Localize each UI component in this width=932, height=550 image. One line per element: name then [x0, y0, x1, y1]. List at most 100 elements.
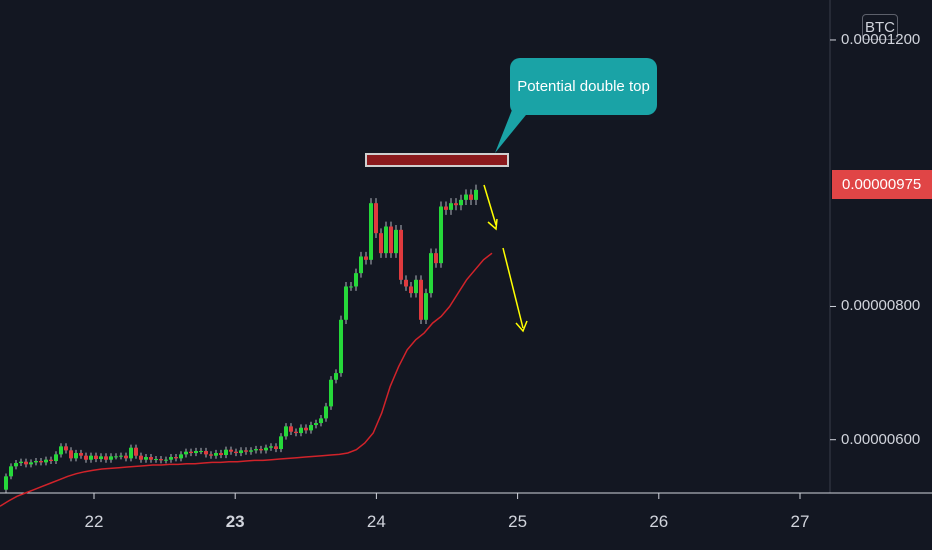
candle-down [409, 286, 413, 294]
candle-down [304, 427, 308, 431]
candle-up [74, 453, 78, 459]
candle-up [314, 423, 318, 426]
candle-up [424, 293, 428, 320]
candle-up [199, 451, 203, 453]
candle-up [249, 450, 253, 452]
arrow-1-shaft [483, 184, 497, 226]
candle-up [29, 462, 33, 465]
candle-down [274, 446, 278, 450]
candle-up [129, 447, 133, 459]
candle-up [89, 455, 93, 460]
candle-up [284, 426, 288, 437]
candle-up [14, 463, 18, 467]
candle-down [204, 451, 208, 455]
candle-up [194, 451, 198, 454]
candle-down [159, 459, 163, 461]
candle-down [454, 203, 458, 206]
candle-down [259, 449, 263, 451]
candle-down [24, 461, 28, 465]
candle-down [244, 450, 248, 452]
candle-up [44, 459, 48, 463]
candle-up [154, 459, 158, 461]
candle-up [309, 425, 313, 431]
arrow-1-head [487, 218, 498, 231]
candle-up [254, 449, 258, 451]
double-top-zone[interactable] [365, 153, 509, 167]
candle-down [149, 457, 153, 460]
candle-down [104, 456, 108, 460]
candle-up [414, 279, 418, 294]
candle-up [279, 436, 283, 450]
candle-down [134, 447, 138, 456]
x-tick-label: 27 [790, 512, 810, 531]
candle-up [439, 206, 443, 264]
candle-up [239, 450, 243, 454]
arrow-2-head [515, 320, 528, 333]
candle-down [219, 453, 223, 456]
candle-up [184, 451, 188, 455]
x-tick-label: 26 [649, 512, 669, 531]
y-tick-label: 0.00000600 [841, 430, 921, 448]
candle-down [124, 455, 128, 459]
candle-up [4, 476, 8, 490]
candle-down [139, 455, 143, 460]
candle-down [289, 426, 293, 432]
candle-up [34, 461, 38, 463]
candle-down [389, 226, 393, 254]
candle-down [49, 459, 53, 462]
candle-down [364, 256, 368, 260]
candle-up [164, 459, 168, 461]
candle-up [54, 454, 58, 462]
candle-up [344, 286, 348, 320]
x-tick-label: 23 [225, 512, 245, 531]
candle-up [169, 457, 173, 460]
candle-up [319, 418, 323, 424]
candle-up [144, 457, 148, 460]
candle-up [329, 379, 333, 407]
candle-up [459, 199, 463, 206]
candle-up [384, 226, 388, 254]
x-tick-label: 22 [84, 512, 104, 531]
candle-up [224, 449, 228, 456]
y-tick-label: 0.00000800 [841, 297, 921, 315]
candle-down [419, 279, 423, 320]
candle-up [264, 447, 268, 451]
candle-up [394, 229, 398, 254]
candle-up [19, 461, 23, 464]
annotation-callout[interactable]: Potential double top [510, 58, 657, 115]
x-axis-ticks [93, 493, 801, 499]
candle-up [334, 373, 338, 380]
candle-up [429, 253, 433, 294]
candle-up [449, 203, 453, 210]
candle-up [179, 454, 183, 459]
candle-up [354, 273, 358, 287]
candle-up [324, 406, 328, 419]
candle-down [94, 455, 98, 460]
x-tick-label: 25 [508, 512, 528, 531]
candle-down [294, 431, 298, 434]
x-tick-label: 24 [366, 512, 386, 531]
candle-down [444, 206, 448, 210]
candle-down [189, 451, 193, 454]
candle-up [114, 456, 118, 458]
candle-up [349, 286, 353, 288]
candle-down [64, 446, 68, 451]
y-tick-label: 0.00001200 [841, 30, 921, 48]
candle-up [299, 427, 303, 434]
callout-pointer [495, 110, 530, 153]
candle-up [119, 455, 123, 457]
candle-up [474, 189, 478, 200]
candle-up [359, 256, 363, 274]
ma-polyline [0, 252, 493, 507]
y-axis-ticks [830, 39, 836, 441]
candle-down [229, 449, 233, 452]
candle-down [234, 451, 238, 454]
candles [4, 184, 478, 493]
candle-down [39, 461, 43, 463]
candle-up [109, 456, 113, 460]
candle-up [9, 466, 13, 477]
candle-down [399, 229, 403, 280]
moving-average-line [0, 252, 493, 507]
candle-up [59, 446, 63, 455]
